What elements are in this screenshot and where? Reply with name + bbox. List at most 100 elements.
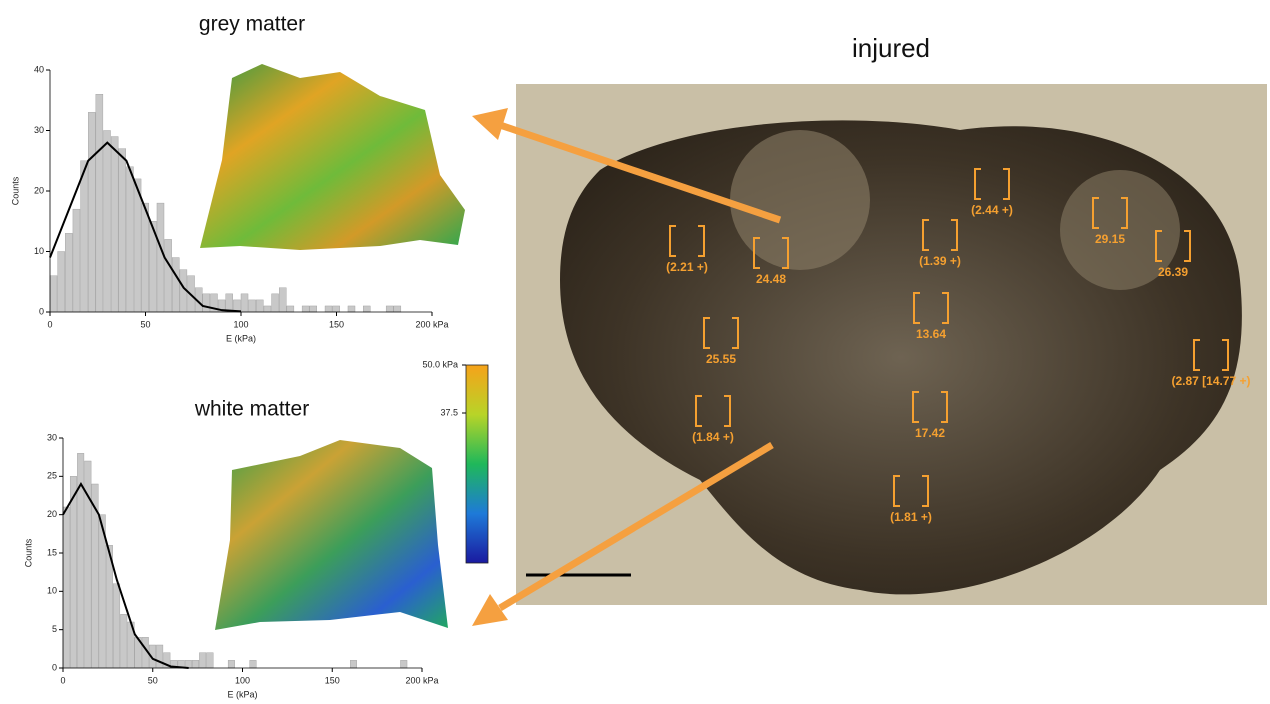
y-tick-label: 20 xyxy=(47,509,57,519)
bar xyxy=(363,305,371,313)
bar xyxy=(118,148,127,313)
bracket xyxy=(922,219,958,251)
bar xyxy=(65,233,73,313)
tissue-region xyxy=(1060,170,1180,290)
bar xyxy=(199,652,207,669)
bar xyxy=(206,652,214,669)
bar xyxy=(263,305,272,313)
bar xyxy=(113,583,121,669)
bar xyxy=(110,136,119,313)
annotation-label: (1.39 +) xyxy=(919,254,961,268)
bar xyxy=(156,202,165,313)
bar xyxy=(69,476,77,669)
y-tick-label: 30 xyxy=(34,125,44,135)
bracket xyxy=(1155,230,1191,262)
bar xyxy=(72,208,81,313)
annotation-label: (1.84 +) xyxy=(692,430,734,444)
fit-line xyxy=(62,482,189,669)
x-tick-label: 150 xyxy=(325,675,340,685)
surface-plot xyxy=(215,440,448,630)
chart-title: grey matter xyxy=(199,13,305,36)
y-tick-label: 0 xyxy=(39,306,44,316)
x-tick-label: 100 xyxy=(233,319,248,329)
bracket xyxy=(669,225,705,257)
y-tick-label: 0 xyxy=(52,662,57,672)
y-tick-label: 10 xyxy=(47,586,57,596)
bracket xyxy=(913,292,949,324)
micrograph-title: injured xyxy=(852,33,930,63)
bar xyxy=(192,660,200,669)
arrow xyxy=(498,441,774,612)
bar xyxy=(80,160,88,313)
x-tick-label: 200 kPa xyxy=(415,319,448,329)
colorbar-tick-label: 50.0 kPa xyxy=(422,359,458,369)
bar xyxy=(62,506,70,669)
annotation-label: 25.55 xyxy=(706,352,736,366)
y-axis-label: Counts xyxy=(10,176,20,205)
y-tick-label: 30 xyxy=(47,432,57,442)
x-axis-label: E (kPa) xyxy=(226,333,256,343)
bar xyxy=(248,299,256,313)
x-tick-label: 50 xyxy=(140,319,150,329)
arrow-head xyxy=(472,108,508,140)
annotation-label: 26.39 xyxy=(1158,265,1188,279)
x-tick-label: 0 xyxy=(47,319,52,329)
bar xyxy=(164,239,172,313)
bar xyxy=(120,614,128,669)
bracket xyxy=(695,395,731,427)
bracket xyxy=(1193,339,1229,371)
bracket xyxy=(974,168,1010,200)
bar xyxy=(103,130,111,313)
x-tick-label: 200 kPa xyxy=(405,675,438,685)
annotation-label: 24.48 xyxy=(756,272,786,286)
colorbar xyxy=(465,364,489,564)
y-tick-label: 10 xyxy=(34,246,44,256)
y-tick-label: 5 xyxy=(52,624,57,634)
bar xyxy=(309,305,318,313)
y-tick-label: 40 xyxy=(34,64,44,74)
arrow xyxy=(498,121,782,224)
bracket xyxy=(893,475,929,507)
surface-plot xyxy=(200,64,465,250)
fit-line xyxy=(49,141,242,313)
bar xyxy=(156,644,164,669)
bar xyxy=(279,287,287,313)
bar xyxy=(385,305,394,313)
bar xyxy=(126,166,134,313)
bracket xyxy=(703,317,739,349)
x-axis-label: E (kPa) xyxy=(227,689,257,699)
bar xyxy=(301,305,310,313)
y-tick-label: 15 xyxy=(47,547,57,557)
x-tick-label: 50 xyxy=(148,675,158,685)
bar xyxy=(393,305,402,313)
bar xyxy=(49,275,58,313)
bar xyxy=(350,660,357,669)
chart-title: white matter xyxy=(194,398,309,421)
bracket xyxy=(1092,197,1128,229)
annotation-label: (2.87 [14.77 +) xyxy=(1171,374,1250,388)
bracket xyxy=(753,237,789,269)
x-tick-label: 0 xyxy=(60,675,65,685)
bar xyxy=(256,299,264,313)
bar xyxy=(286,305,295,313)
bar xyxy=(225,293,233,313)
bar xyxy=(249,660,257,669)
x-tick-label: 100 xyxy=(235,675,250,685)
bar xyxy=(133,178,142,313)
annotation-label: 13.64 xyxy=(916,327,946,341)
bar xyxy=(202,293,211,313)
bar xyxy=(227,660,235,669)
bar xyxy=(347,305,356,313)
y-tick-label: 20 xyxy=(34,185,44,195)
bar xyxy=(271,293,279,313)
bar xyxy=(95,93,104,313)
y-tick-label: 25 xyxy=(47,471,57,481)
y-axis-label: Counts xyxy=(23,538,33,567)
bar xyxy=(87,112,96,313)
colorbar-tick-label: 37.5 xyxy=(440,407,458,417)
x-tick-label: 150 xyxy=(329,319,344,329)
bar xyxy=(324,305,333,313)
annotation-label: (2.21 +) xyxy=(666,260,708,274)
annotation-label: 29.15 xyxy=(1095,232,1125,246)
